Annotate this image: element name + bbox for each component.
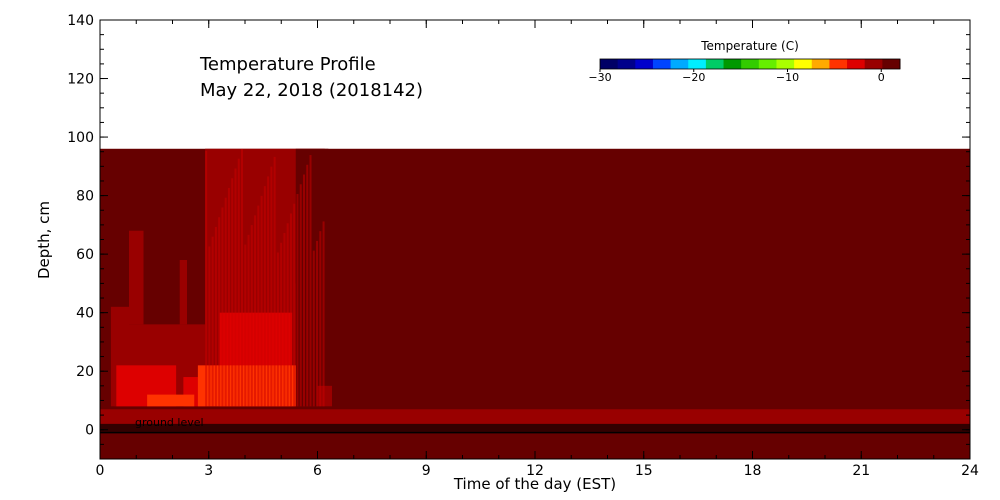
y-axis-label: Depth, cm	[35, 201, 53, 279]
colorbar-swatch	[794, 59, 813, 69]
heatmap-cell	[280, 242, 283, 407]
axes: 0 3 6 9 12 15 18 21 24 0 20 40 60 80 100 120 140	[67, 13, 979, 479]
colorbar-swatch	[864, 59, 883, 69]
colorbar-swatch	[617, 59, 636, 69]
y-tick-label: 100	[67, 130, 94, 146]
heatmap-cell	[322, 221, 325, 407]
colorbar-swatch	[847, 59, 866, 69]
heatmap-cell	[234, 168, 237, 407]
colorbar-swatch	[635, 59, 654, 69]
heatmap-cell	[257, 205, 260, 407]
y-tick-label: 140	[67, 13, 94, 29]
plot-area	[100, 148, 970, 460]
colorbar-tick-label: −20	[682, 71, 705, 84]
heatmap-cell	[270, 166, 273, 407]
heatmap-cell	[244, 244, 247, 407]
heatmap-cell	[227, 187, 230, 407]
heatmap-cell	[237, 158, 240, 407]
heatmap-cell	[129, 230, 144, 325]
heatmap-cell	[316, 240, 319, 407]
x-tick-label: 12	[526, 463, 544, 479]
heatmap-cell	[208, 246, 211, 407]
x-tick-label: 0	[96, 463, 105, 479]
y-tick-label: 40	[76, 306, 94, 322]
colorbar-tick-label: −10	[776, 71, 799, 84]
heatmap-cell	[296, 194, 299, 407]
heatmap-cell	[231, 178, 234, 407]
heatmap-cell	[197, 365, 296, 407]
heatmap-cell	[303, 174, 305, 407]
x-tick-label: 3	[204, 463, 213, 479]
heatmap-cell	[319, 231, 322, 407]
colorbar-tick-label: 0	[878, 71, 885, 84]
heatmap-cell	[250, 225, 253, 407]
colorbar-swatch	[705, 59, 725, 69]
chart-title-line-2: May 22, 2018 (2018142)	[200, 80, 423, 101]
colorbar: −30 −20 −10 0	[588, 58, 901, 84]
heatmap-cell	[309, 155, 312, 407]
x-tick-label: 24	[961, 463, 979, 479]
heatmap-cell	[293, 203, 296, 407]
colorbar-swatch	[688, 59, 707, 69]
heatmap-cell	[218, 217, 221, 407]
x-tick-label: 9	[422, 463, 431, 479]
heatmap-cell	[147, 394, 195, 407]
subsurface-band-cell	[100, 423, 970, 433]
x-tick-label: 21	[852, 463, 870, 479]
heatmap-cell	[267, 176, 270, 407]
y-tick-label: 80	[76, 189, 94, 205]
heatmap-cell	[283, 233, 286, 407]
colorbar-title: Temperature (C)	[700, 39, 799, 53]
heatmap-cell	[299, 184, 302, 407]
heatmap-cell	[221, 207, 224, 407]
colorbar-swatch	[600, 59, 619, 69]
heatmap-cell	[254, 215, 257, 407]
heatmap-cell	[211, 236, 214, 407]
x-tick-label: 15	[635, 463, 653, 479]
colorbar-swatch	[670, 59, 689, 69]
heatmap-cell	[286, 223, 289, 407]
y-tick-label: 0	[85, 423, 94, 439]
y-tick-label: 120	[67, 72, 94, 88]
colorbar-swatch	[723, 59, 742, 69]
heatmap-cell	[263, 186, 266, 407]
colorbar-swatch	[652, 59, 672, 69]
colorbar-swatch	[741, 59, 760, 69]
colorbar-tick-label: −30	[588, 71, 611, 84]
colorbar-swatch	[811, 59, 830, 69]
heatmap-cell	[224, 197, 227, 407]
heatmap-cell	[289, 213, 292, 407]
heatmap-cell	[179, 259, 187, 325]
ground-level-annotation: ground level	[135, 416, 204, 429]
x-tick-label: 6	[313, 463, 322, 479]
heatmap-cell	[276, 252, 279, 407]
heatmap-cell	[247, 234, 250, 407]
heatmap-cell	[306, 164, 309, 407]
colorbar-swatch	[776, 59, 795, 69]
heatmap-cell	[260, 195, 263, 407]
heatmap-cell	[214, 226, 217, 407]
y-tick-label: 20	[76, 364, 94, 380]
chart-title-line-1: Temperature Profile	[199, 54, 376, 75]
colorbar-frame	[599, 58, 901, 70]
heatmap-cell	[205, 150, 208, 407]
x-axis-label: Time of the day (EST)	[453, 475, 616, 493]
heatmap-cell	[312, 250, 315, 407]
heatmap-cell	[241, 148, 244, 407]
colorbar-swatch	[882, 59, 901, 69]
y-tick-label: 60	[76, 247, 94, 263]
x-tick-label: 18	[744, 463, 762, 479]
heatmap-cell	[273, 156, 276, 407]
colorbar-swatch	[829, 59, 848, 69]
colorbar-swatch	[758, 59, 777, 69]
